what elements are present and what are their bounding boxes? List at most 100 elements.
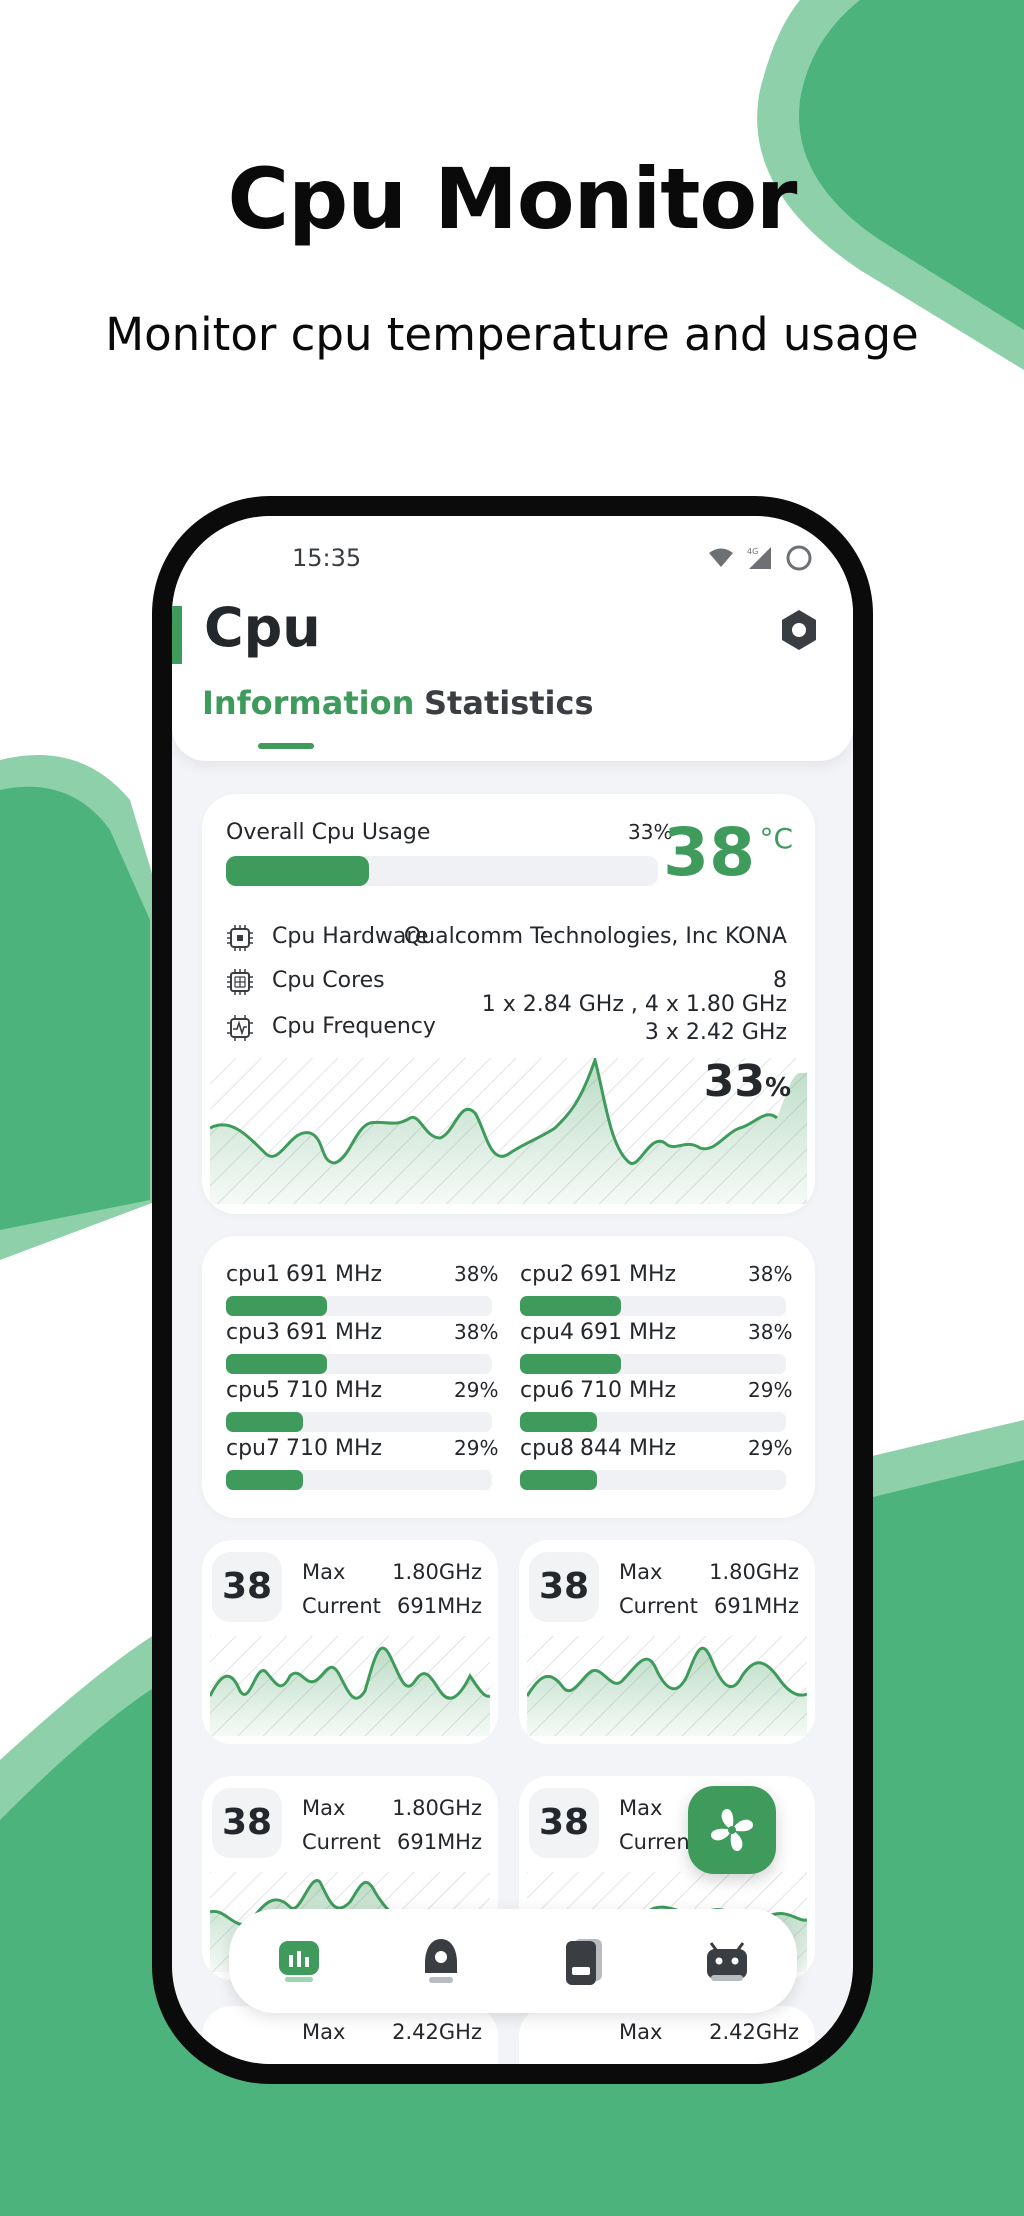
cpu-frequency-label: Cpu Frequency	[272, 1014, 436, 1039]
core-card-max-label: Max	[619, 2020, 663, 2044]
phone-frame: 15:35 4G Cpu Information Statist	[152, 496, 873, 2084]
core-percent: 38%	[748, 1320, 793, 1344]
core-card-max-label: Max	[619, 1560, 663, 1584]
core-card-current-label: Current	[302, 1594, 381, 1618]
app-header: 15:35 4G Cpu Information Statist	[172, 516, 853, 761]
core-card-max-value: 1.80GHz	[392, 1796, 482, 1820]
cpu-temperature: 38	[663, 814, 755, 891]
core-percent: 29%	[454, 1436, 499, 1460]
phone-screen: 15:35 4G Cpu Information Statist	[172, 516, 853, 2064]
core-name: cpu2	[520, 1262, 575, 1287]
chip-icon	[227, 925, 253, 951]
core-card-value: 38	[529, 1552, 599, 1622]
core-name: cpu8	[520, 1436, 575, 1461]
cpu-hardware-value: Qualcomm Technologies, Inc KONA	[403, 924, 787, 949]
core-card-max-value: 1.80GHz	[392, 1560, 482, 1584]
graph-usage-unit: %	[764, 1073, 791, 1103]
core-frequency: 691 MHz	[580, 1320, 677, 1345]
graph-usage-value: 33%	[704, 1056, 791, 1107]
overall-usage-percent: 33%	[628, 820, 673, 844]
core-card-value: 38	[529, 1788, 599, 1858]
core-frequency: 710 MHz	[286, 1436, 383, 1461]
core-card-5: Max 2.42GHz	[202, 2006, 498, 2064]
core-usage-bar-fill	[520, 1412, 597, 1432]
status-icons: 4G	[707, 544, 813, 572]
core-card-current-value: 691MHz	[713, 1594, 799, 1618]
wifi-icon	[709, 548, 733, 567]
cpu-frequency-line1: 1 x 2.84 GHz , 4 x 1.80 GHz	[481, 992, 787, 1017]
cpu-cores-value: 8	[773, 968, 787, 993]
bottom-navigation	[229, 1909, 797, 2013]
core-card-2: 38 Max 1.80GHz Current 691MHz	[519, 1540, 815, 1744]
core-usage-bar-fill	[520, 1354, 621, 1374]
active-tab-indicator	[258, 743, 314, 749]
core-name: cpu1	[226, 1262, 281, 1287]
core-card-current-label: Current	[302, 1830, 381, 1854]
core-name: cpu7	[226, 1436, 281, 1461]
core-frequency: 691 MHz	[580, 1262, 677, 1287]
core-card-max-label: Max	[302, 2020, 346, 2044]
temperature-unit: °C	[759, 822, 793, 855]
overall-usage-bar	[226, 856, 658, 886]
core-card-graph	[210, 1636, 490, 1736]
core-percent: 29%	[454, 1378, 499, 1402]
core-usage-bar	[226, 1412, 492, 1432]
core-name: cpu4	[520, 1320, 575, 1345]
core-usage-bar-fill	[226, 1354, 327, 1374]
graph-usage-number: 33	[703, 1056, 765, 1107]
core-card-max-label: Max	[302, 1560, 346, 1584]
hero-subtitle: Monitor cpu temperature and usage	[105, 308, 919, 361]
core-usage-bar-fill	[226, 1412, 303, 1432]
core-frequency: 844 MHz	[580, 1436, 677, 1461]
core-card-current-value: 691MHz	[396, 1830, 482, 1854]
core-frequency: 691 MHz	[286, 1262, 383, 1287]
core-usage-bar-fill	[226, 1470, 303, 1490]
core-usage-bar-fill	[520, 1470, 597, 1490]
cpu-chart-icon[interactable]	[273, 1935, 325, 1987]
core-card-value: 38	[212, 1552, 282, 1622]
core-name: cpu3	[226, 1320, 281, 1345]
hero-title: Cpu Monitor	[227, 150, 797, 248]
core-card-max-value: 1.80GHz	[709, 1560, 799, 1584]
core-card-graph	[527, 1636, 807, 1736]
core-usage-bar	[520, 1470, 786, 1490]
settings-icon[interactable]	[777, 608, 821, 652]
core-frequency: 710 MHz	[286, 1378, 383, 1403]
core-percent: 29%	[748, 1436, 793, 1460]
cpu-usage-graph	[210, 1058, 807, 1204]
cpu-overview-card: Overall Cpu Usage 33% 38 °C Cpu Hardware…	[202, 794, 815, 1214]
fan-icon	[710, 1808, 754, 1852]
tab-statistics[interactable]: Statistics	[424, 684, 594, 722]
core-percent: 38%	[748, 1262, 793, 1286]
battery-icon[interactable]	[558, 1935, 610, 1987]
core-frequency: 691 MHz	[286, 1320, 383, 1345]
core-usage-bar	[226, 1354, 492, 1374]
gpu-lamp-icon[interactable]	[415, 1935, 467, 1987]
tab-information[interactable]: Information	[202, 684, 415, 722]
core-card-6: Max 2.42GHz	[519, 2006, 815, 2064]
core-card-1: 38 Max 1.80GHz Current 691MHz	[202, 1540, 498, 1744]
cpu-frequency-line2: 3 x 2.42 GHz	[644, 1020, 787, 1045]
core-frequency: 710 MHz	[580, 1378, 677, 1403]
core-card-max-label: Max	[619, 1796, 663, 1820]
core-card-max-value: 2.42GHz	[709, 2020, 799, 2044]
title-accent-bar	[172, 606, 182, 664]
overall-usage-label: Overall Cpu Usage	[226, 820, 431, 845]
cpu-cores-label: Cpu Cores	[272, 968, 385, 993]
status-time: 15:35	[292, 544, 362, 572]
core-usage-bar-fill	[226, 1296, 327, 1316]
network-label: 4G	[747, 547, 758, 556]
battery-ring-icon	[786, 545, 812, 571]
core-card-max-label: Max	[302, 1796, 346, 1820]
core-percent: 38%	[454, 1320, 499, 1344]
cpu-cores-card: cpu1 691 MHz 38% cpu2 691 MHz 38% cpu3 691 MHz 3…	[202, 1236, 815, 1518]
fan-cooler-button[interactable]	[688, 1786, 776, 1874]
frequency-icon	[227, 1015, 253, 1041]
signal-icon: 4G	[747, 547, 771, 569]
core-name: cpu6	[520, 1378, 575, 1403]
core-usage-bar	[520, 1412, 786, 1432]
core-card-current-value: 691MHz	[396, 1594, 482, 1618]
android-icon[interactable]	[701, 1935, 753, 1987]
core-usage-bar	[520, 1354, 786, 1374]
core-usage-bar	[520, 1296, 786, 1316]
